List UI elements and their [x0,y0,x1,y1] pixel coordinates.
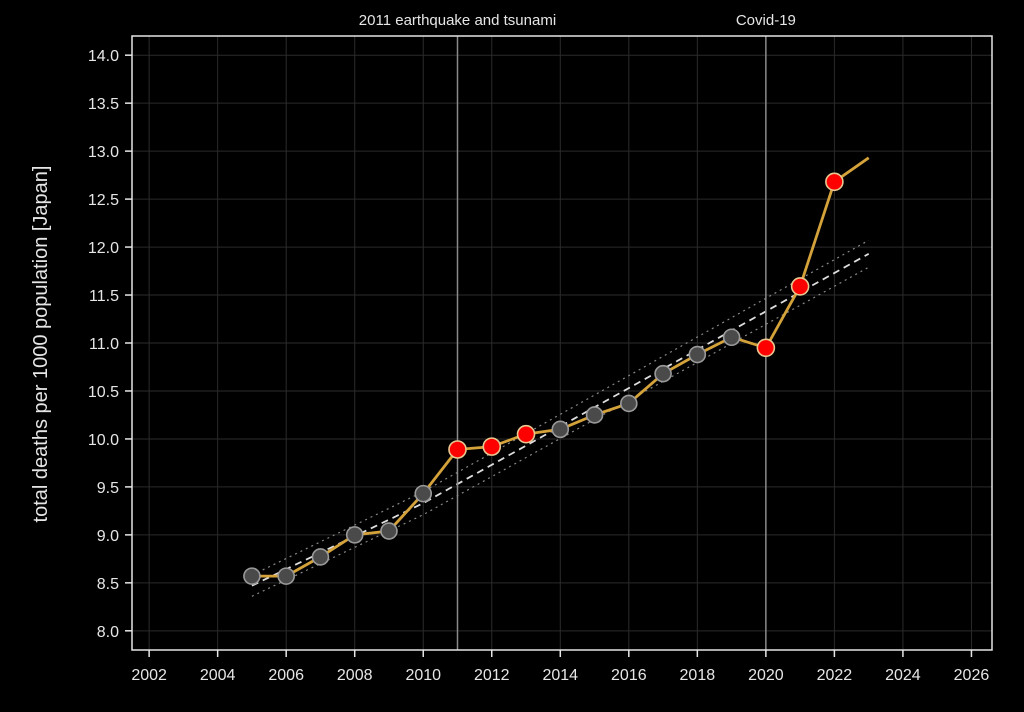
data-point [551,420,570,439]
data-point [722,328,741,347]
data-point [414,484,433,503]
data-point [380,522,398,540]
data-point [688,345,707,364]
x-tick-label: 2012 [474,667,510,684]
x-tick-label: 2010 [405,667,441,684]
y-tick-label: 9.0 [97,528,119,545]
trend-band [251,239,870,597]
data-point [585,406,604,424]
excess-data-point [756,338,776,358]
y-axis-label: total deaths per 1000 population [Japan] [30,166,52,523]
data-point [311,548,330,566]
data-points [243,172,844,585]
excess-data-point [482,437,502,456]
x-tick-label: 2008 [337,667,373,684]
x-tick-label: 2020 [748,667,784,684]
y-tick-label: 14.0 [88,48,119,65]
x-tick-label: 2002 [131,667,167,684]
excess-data-point [516,424,536,444]
annotation-label: Covid-19 [736,12,796,29]
excess-data-point [790,277,810,296]
y-tick-label: 11.0 [89,336,119,353]
grid [132,36,992,650]
y-tick-label: 10.5 [88,384,119,401]
data-point [277,567,295,585]
trend-fit-line [251,253,870,587]
x-tick-label: 2022 [817,667,853,684]
y-tick-label: 10.0 [88,432,119,449]
data-point [654,364,672,383]
x-tick-label: 2026 [954,667,990,684]
y-tick-label: 13.0 [88,144,119,161]
y-tick-label: 9.5 [97,480,119,497]
data-point [345,526,364,544]
excess-data-point [825,172,844,192]
y-tick-label: 13.5 [88,96,119,113]
annotation-label: 2011 earthquake and tsunami [359,12,556,29]
trend-lower-bound [251,266,869,597]
x-tick-label: 2016 [611,667,647,684]
plot-frame [131,35,993,651]
data-point [243,567,261,585]
x-tick-label: 2014 [542,667,578,684]
x-tick-label: 2004 [200,667,236,684]
data-point [620,394,638,413]
y-tick-label: 8.5 [97,576,119,593]
y-tick-label: 11.5 [89,288,119,305]
axes: 2002 2004 2006 2008 2010 2012 2014 2016 2018 2020… [88,35,993,684]
y-tick-label: 8.0 [97,624,119,641]
x-tick-label: 2024 [885,667,921,684]
x-tick-label: 2006 [268,667,304,684]
y-tick-label: 12.0 [88,240,119,257]
excess-data-point [448,440,467,459]
x-tick-label: 2018 [680,667,716,684]
y-tick-label: 12.5 [88,192,119,209]
